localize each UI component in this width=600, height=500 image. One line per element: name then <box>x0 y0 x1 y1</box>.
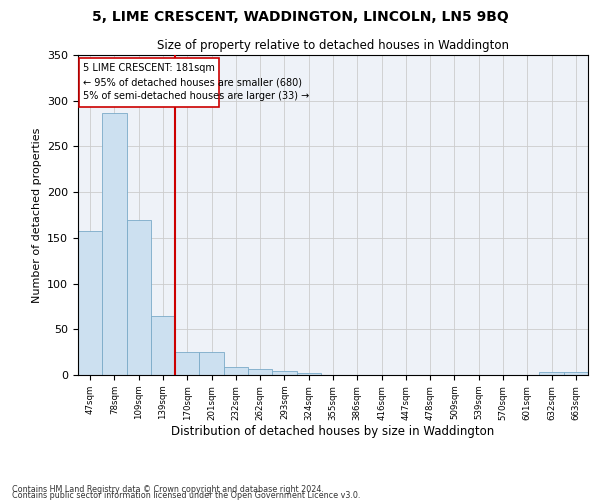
Bar <box>272 372 296 375</box>
X-axis label: Distribution of detached houses by size in Waddington: Distribution of detached houses by size … <box>172 425 494 438</box>
Y-axis label: Number of detached properties: Number of detached properties <box>32 128 41 302</box>
Text: 5 LIME CRESCENT: 181sqm
← 95% of detached houses are smaller (680)
5% of semi-de: 5 LIME CRESCENT: 181sqm ← 95% of detache… <box>83 64 309 102</box>
FancyBboxPatch shape <box>79 58 219 107</box>
Bar <box>199 352 224 375</box>
Bar <box>248 368 272 375</box>
Bar <box>539 372 564 375</box>
Title: Size of property relative to detached houses in Waddington: Size of property relative to detached ho… <box>157 40 509 52</box>
Bar <box>151 316 175 375</box>
Bar <box>175 352 199 375</box>
Text: 5, LIME CRESCENT, WADDINGTON, LINCOLN, LN5 9BQ: 5, LIME CRESCENT, WADDINGTON, LINCOLN, L… <box>92 10 508 24</box>
Bar <box>78 232 102 375</box>
Text: Contains HM Land Registry data © Crown copyright and database right 2024.: Contains HM Land Registry data © Crown c… <box>12 484 324 494</box>
Bar <box>102 112 127 375</box>
Bar <box>564 372 588 375</box>
Bar <box>224 367 248 375</box>
Bar <box>296 373 321 375</box>
Text: Contains public sector information licensed under the Open Government Licence v3: Contains public sector information licen… <box>12 490 361 500</box>
Bar <box>127 220 151 375</box>
